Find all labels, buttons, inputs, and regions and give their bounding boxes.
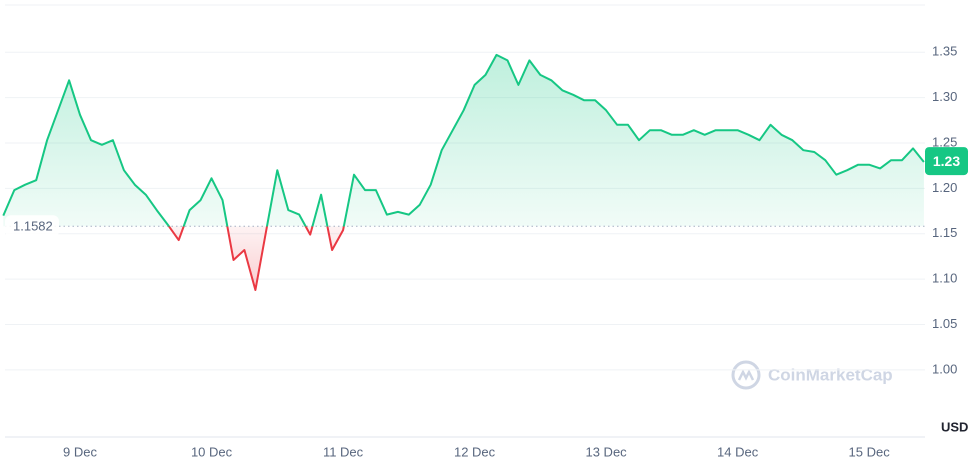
- x-tick-label: 9 Dec: [63, 444, 97, 459]
- baseline-badge: [5, 215, 59, 238]
- price-line: [2, 53, 925, 291]
- y-tick-label: 1.35: [932, 44, 957, 59]
- watermark: CoinMarketCap: [731, 360, 893, 390]
- y-unit: USD: [941, 419, 968, 434]
- baseline-label: 1.1582: [13, 219, 53, 234]
- y-tick-label: 1.25: [932, 134, 957, 149]
- area-fill: [3, 54, 924, 291]
- watermark-text: CoinMarketCap: [768, 365, 893, 384]
- current-price-label: 1.23: [933, 153, 960, 169]
- y-tick-label: 1.30: [932, 89, 957, 104]
- x-tick-label: 11 Dec: [323, 444, 364, 459]
- y-tick-label: 1.10: [932, 271, 957, 286]
- y-tick-label: 1.05: [932, 316, 957, 331]
- current-price-badge: [925, 147, 968, 176]
- x-tick-label: 13 Dec: [585, 444, 627, 459]
- y-tick-label: 1.15: [932, 225, 957, 240]
- y-tick-label: 1.20: [932, 180, 957, 195]
- x-tick-label: 14 Dec: [717, 444, 759, 459]
- x-tick-label: 10 Dec: [191, 444, 233, 459]
- x-tick-label: 12 Dec: [454, 444, 496, 459]
- y-tick-label: 1.00: [932, 361, 957, 376]
- x-tick-label: 15 Dec: [849, 444, 891, 459]
